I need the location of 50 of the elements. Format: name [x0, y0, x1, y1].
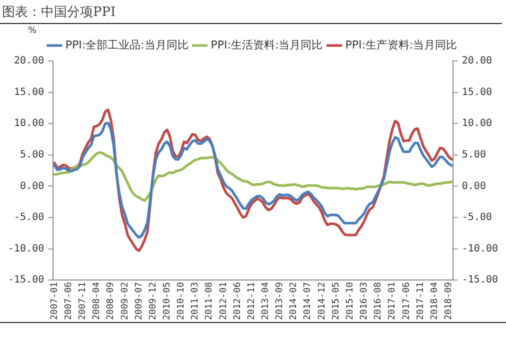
y-tick-label: 5.00	[20, 149, 44, 160]
y-tick-label: -10.00	[8, 243, 44, 254]
x-tick-label: 2012-01	[218, 282, 229, 320]
x-tick-label: 2018-04	[430, 282, 440, 320]
x-tick-label: 2014-12	[317, 282, 328, 320]
x-tick-label: 2014-07	[303, 282, 314, 320]
x-tick-label: 2009-07	[134, 282, 144, 320]
x-tick-label: 2018-09	[444, 282, 454, 320]
legend-label: PPI:生活资料:当月同比	[210, 38, 323, 52]
x-tick-label: 2010-05	[162, 282, 172, 320]
y-tick-label: -15.00	[8, 274, 44, 286]
x-tick-label: 2008-09	[106, 282, 116, 320]
y2-tick-label: -15.00	[462, 274, 498, 286]
y2-tick-label: 5.00	[462, 149, 486, 160]
x-tick-label: 2016-03	[360, 282, 370, 320]
x-tick-label: 2015-10	[345, 282, 356, 320]
y-axis-title: %	[28, 26, 37, 36]
x-tick-label: 2007-11	[78, 282, 88, 320]
x-tick-label: 2013-04	[261, 282, 272, 320]
x-tick-label: 2017-06	[402, 282, 412, 320]
x-tick-label: 2008-04	[92, 282, 102, 320]
x-tick-label: 2016-08	[374, 282, 384, 320]
x-tick-label: 2012-11	[246, 282, 257, 320]
y-tick-label: -5.00	[14, 212, 44, 224]
y-tick-label: 15.00	[14, 86, 44, 98]
x-tick-label: 2009-12	[148, 282, 158, 320]
x-tick-label: 2010-10	[176, 282, 187, 320]
x-tick-label: 2015-05	[331, 282, 342, 320]
y-tick-label: 10.00	[14, 118, 44, 130]
y-tick-label: 20.00	[14, 56, 44, 67]
x-tick-label: 2007-01	[50, 282, 60, 320]
y2-tick-label: -5.00	[462, 212, 492, 224]
legend-label: PPI:生产资料:当月同比	[345, 38, 458, 52]
y2-tick-label: 15.00	[462, 86, 492, 98]
x-tick-label: 2017-01	[388, 282, 398, 320]
chart-title: 图表：中国分项PPI	[0, 0, 502, 24]
y2-tick-label: 10.00	[462, 118, 492, 130]
y2-tick-label: -10.00	[462, 243, 498, 254]
x-tick-label: 2007-06	[64, 282, 74, 320]
y2-tick-label: 0.00	[462, 180, 486, 192]
y2-tick-label: 20.00	[462, 56, 492, 67]
legend-label: PPI:全部工业品:当月同比	[65, 38, 188, 52]
x-tick-label: 2013-09	[275, 282, 286, 320]
x-tick-label: 2009-02	[120, 282, 130, 320]
y-tick-label: 0.00	[20, 180, 44, 192]
x-tick-label: 2014-02	[289, 282, 300, 320]
x-tick-label: 2017-11	[416, 282, 426, 320]
x-tick-label: 2011-03	[190, 282, 201, 320]
x-tick-label: 2012-06	[232, 282, 243, 320]
x-tick-label: 2011-08	[204, 282, 215, 320]
